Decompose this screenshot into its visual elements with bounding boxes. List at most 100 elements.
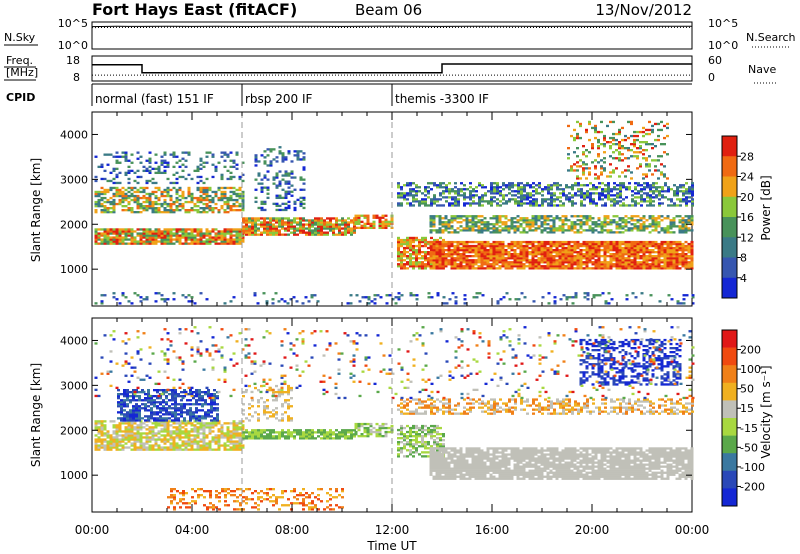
power-cell: [233, 205, 236, 207]
power-cell: [475, 247, 478, 249]
power-cell: [236, 232, 239, 234]
velocity-cell: [128, 430, 131, 432]
power-cell: [661, 267, 664, 269]
power-cell: [616, 263, 619, 265]
power-cell: [688, 257, 691, 259]
power-cell: [454, 219, 457, 221]
power-cell: [276, 187, 279, 189]
power-cell: [347, 229, 350, 231]
power-cell: [400, 196, 403, 198]
power-cell: [688, 186, 691, 188]
power-cell: [541, 204, 544, 206]
power-cell: [227, 207, 230, 209]
power-cell: [418, 241, 421, 243]
power-cell: [639, 131, 642, 133]
power-cell: [197, 205, 200, 207]
power-cell: [544, 198, 547, 200]
power-cell: [606, 125, 609, 127]
power-cell: [433, 249, 436, 251]
velocity-cell: [155, 426, 158, 428]
power-cell: [344, 227, 347, 229]
power-cell: [532, 186, 535, 188]
power-cell: [203, 211, 206, 213]
power-cell: [685, 263, 688, 265]
power-cell: [113, 228, 116, 230]
power-cell: [487, 190, 490, 192]
power-cell: [490, 243, 493, 245]
power-cell: [562, 219, 565, 221]
power-cell: [188, 152, 191, 154]
power-cell: [185, 209, 188, 211]
power-cell: [297, 150, 300, 152]
power-cell: [646, 265, 649, 267]
power-cell: [597, 175, 600, 177]
power-cell: [466, 265, 469, 267]
velocity-cell: [137, 440, 140, 442]
velocity-cell: [104, 426, 107, 428]
power-cell: [548, 292, 551, 294]
power-cell: [137, 211, 140, 213]
power-cell: [448, 255, 451, 257]
power-cell: [430, 182, 433, 184]
power-cell: [101, 193, 104, 195]
power-cell: [281, 221, 284, 223]
power-cell: [652, 265, 655, 267]
power-cell: [263, 219, 266, 221]
power-cell: [149, 199, 152, 201]
power-cell: [517, 219, 520, 221]
power-cell: [625, 188, 628, 190]
power-cell: [648, 129, 651, 131]
power-cell: [427, 196, 430, 198]
power-cell: [200, 164, 203, 166]
power-cell: [622, 243, 625, 245]
velocity-cell: [200, 444, 203, 446]
power-cell: [287, 221, 290, 223]
power-cell: [430, 221, 433, 223]
power-cell: [415, 198, 418, 200]
power-cell: [630, 123, 633, 125]
velocity-cell: [239, 440, 242, 442]
velocity-cell: [236, 449, 239, 451]
power-cell: [442, 231, 445, 233]
power-cell: [655, 251, 658, 253]
power-cell: [323, 225, 326, 227]
power-cell: [406, 243, 409, 245]
power-cell: [583, 263, 586, 265]
power-cell: [601, 243, 604, 245]
velocity-cell: [119, 438, 122, 440]
power-cell: [403, 194, 406, 196]
power-cell: [517, 243, 520, 245]
power-cell: [640, 184, 643, 186]
velocity-cell: [95, 434, 98, 436]
power-cell: [254, 232, 257, 234]
power-cell: [442, 243, 445, 245]
power-cell: [122, 236, 125, 238]
power-cell: [583, 249, 586, 251]
power-cell: [517, 200, 520, 202]
power-cell: [592, 227, 595, 229]
power-cell: [302, 219, 305, 221]
velocity-cell: [113, 446, 116, 448]
power-cell: [98, 201, 101, 203]
y-tick-label: 1000: [60, 263, 88, 276]
power-cell: [285, 183, 288, 185]
power-cell: [676, 245, 679, 247]
power-cell: [538, 251, 541, 253]
power-cell: [140, 232, 143, 234]
power-cell: [615, 157, 618, 159]
power-cell: [490, 223, 493, 225]
power-cell: [113, 203, 116, 205]
power-cell: [568, 200, 571, 202]
power-cell: [613, 200, 616, 202]
power-cell: [362, 296, 365, 298]
power-cell: [230, 300, 233, 302]
power-cell: [649, 241, 652, 243]
velocity-cell: [98, 420, 101, 422]
power-cell: [137, 191, 140, 193]
power-cell: [577, 263, 580, 265]
power-cell: [457, 221, 460, 223]
power-cell: [197, 240, 200, 242]
power-cell: [598, 198, 601, 200]
power-cell: [454, 196, 457, 198]
power-cell: [230, 191, 233, 193]
